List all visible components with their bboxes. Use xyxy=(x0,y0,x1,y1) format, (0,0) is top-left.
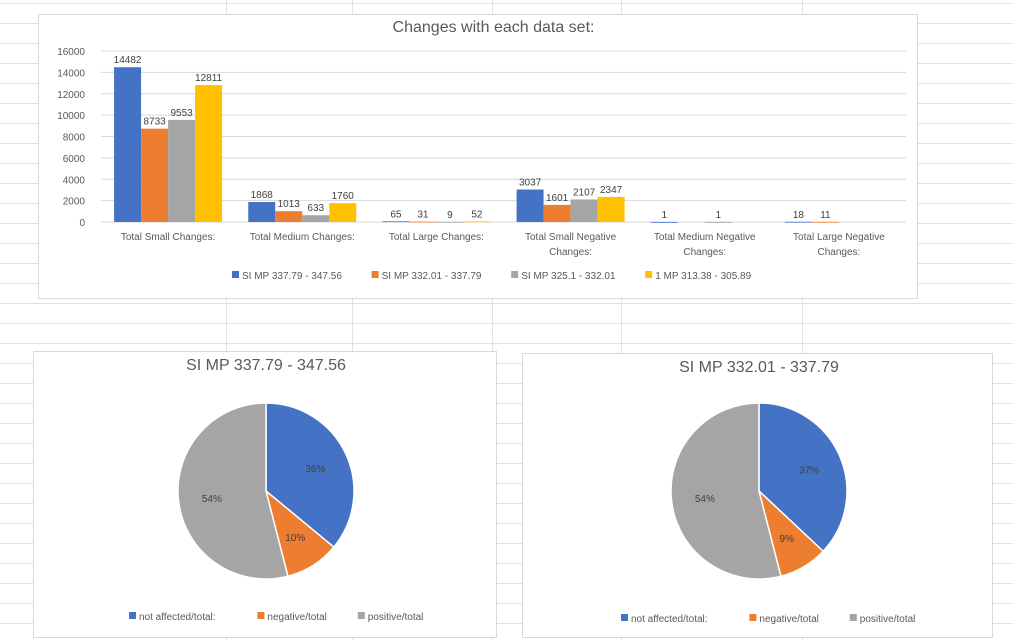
bar xyxy=(650,221,678,223)
pie-percent-label: 54% xyxy=(695,494,715,505)
legend-label: positive/total xyxy=(368,612,424,623)
bar-data-label: 9 xyxy=(447,210,453,221)
legend-swatch xyxy=(621,614,628,621)
pie-chart-title: SI MP 337.79 - 347.56 xyxy=(186,357,346,374)
bar-chart-container[interactable]: Changes with each data set: 0 2000 4000 6000… xyxy=(38,14,918,299)
pie-slice xyxy=(670,402,782,580)
bar xyxy=(784,221,812,223)
bar-data-label: 1868 xyxy=(251,190,274,201)
bar-data-label: 31 xyxy=(417,210,429,221)
legend-label: negative/total xyxy=(759,614,819,625)
bar xyxy=(516,189,544,222)
bar-data-label: 633 xyxy=(307,203,324,214)
pie-percent-label: 10% xyxy=(285,533,305,544)
legend-swatch xyxy=(645,271,653,278)
bar xyxy=(570,199,598,222)
bar-data-label: 65 xyxy=(390,209,402,220)
bar xyxy=(543,204,571,222)
legend-swatch xyxy=(357,612,365,619)
bar xyxy=(114,67,142,222)
bar xyxy=(141,128,169,222)
x-category-label: Changes: xyxy=(818,247,861,258)
bar xyxy=(195,85,223,223)
bar-data-label: 11 xyxy=(820,210,831,221)
x-category-label: Total Large Negative xyxy=(793,232,885,243)
legend-label: SI MP 337.79 - 347.56 xyxy=(242,271,342,282)
pie-slice xyxy=(758,402,848,553)
pie-percent-label: 54% xyxy=(202,494,222,505)
bar xyxy=(275,211,303,222)
pie-percent-label: 9% xyxy=(780,534,795,545)
bar xyxy=(168,119,196,222)
bar-data-label: 2107 xyxy=(573,187,596,198)
bar-data-label: 1760 xyxy=(332,191,355,202)
y-tick-label: 0 xyxy=(79,218,85,229)
legend-label: SI MP 325.1 - 332.01 xyxy=(521,271,616,282)
bar xyxy=(597,196,625,222)
bar xyxy=(409,221,437,223)
y-tick-label: 10000 xyxy=(57,111,85,122)
bar-chart: Changes with each data set: 0 2000 4000 6000… xyxy=(57,19,906,282)
pie-percent-label: 37% xyxy=(799,465,819,476)
legend-label: not affected/total: xyxy=(139,612,216,623)
bar-data-label: 14482 xyxy=(114,55,142,66)
x-category-label: Total Small Negative xyxy=(525,232,617,243)
x-category-label: Changes: xyxy=(549,247,592,258)
bar-data-label: 3037 xyxy=(519,178,542,189)
pie-chart-2: SI MP 332.01 - 337.79 37% 9% 54% not affecte… xyxy=(621,359,916,625)
bar-data-label: 1 xyxy=(661,210,667,221)
legend-label: SI MP 332.01 - 337.79 xyxy=(382,271,482,282)
bar-data-label: 8733 xyxy=(143,117,166,128)
x-category-label: Changes: xyxy=(683,247,726,258)
pie-slice xyxy=(265,402,355,549)
x-category-label: Total Medium Negative xyxy=(654,232,756,243)
x-category-label: Total Large Changes: xyxy=(389,232,484,243)
x-category-label: Total Small Changes: xyxy=(121,232,216,243)
y-tick-label: 12000 xyxy=(57,90,85,101)
bar-chart-title: Changes with each data set: xyxy=(393,19,595,36)
y-tick-label: 6000 xyxy=(63,154,86,165)
pie-chart-1-container[interactable]: SI MP 337.79 - 347.56 36% 10% 54% not affect… xyxy=(33,351,497,638)
legend-swatch xyxy=(849,614,857,621)
pie-chart-title: SI MP 332.01 - 337.79 xyxy=(679,359,839,376)
pie-chart-1: SI MP 337.79 - 347.56 36% 10% 54% not affect… xyxy=(129,357,424,623)
bar xyxy=(811,221,839,223)
bar-data-label: 18 xyxy=(793,210,805,221)
y-tick-label: 14000 xyxy=(57,68,85,79)
pie-chart-2-container[interactable]: SI MP 332.01 - 337.79 37% 9% 54% not affecte… xyxy=(522,353,993,638)
legend-swatch xyxy=(129,612,136,619)
legend-swatch xyxy=(232,271,239,278)
y-tick-label: 16000 xyxy=(57,47,85,58)
y-tick-label: 8000 xyxy=(63,133,86,144)
bar-data-label: 12811 xyxy=(195,73,223,84)
legend-swatch xyxy=(749,614,757,621)
bar-data-label: 1 xyxy=(715,210,721,221)
bar-data-label: 1013 xyxy=(278,199,301,210)
pie-slice xyxy=(177,402,289,580)
bar xyxy=(382,221,410,223)
legend-label: not affected/total: xyxy=(631,614,708,625)
pie-percent-label: 36% xyxy=(305,464,325,475)
legend-swatch xyxy=(257,612,265,619)
legend-label: positive/total xyxy=(860,614,916,625)
bar-data-label: 52 xyxy=(471,209,483,220)
bar xyxy=(463,221,491,223)
bar xyxy=(302,215,330,222)
bar-data-label: 9553 xyxy=(170,108,193,119)
bar xyxy=(329,203,357,222)
legend-label: negative/total xyxy=(267,612,327,623)
bar xyxy=(704,221,732,223)
legend-label: 1 MP 313.38 - 305.89 xyxy=(655,271,751,282)
y-tick-label: 2000 xyxy=(63,197,86,208)
legend-swatch xyxy=(371,271,379,278)
bar xyxy=(436,221,464,223)
bar-data-label: 2347 xyxy=(600,185,623,196)
legend-swatch xyxy=(511,271,519,278)
y-tick-label: 4000 xyxy=(63,175,86,186)
x-category-label: Total Medium Changes: xyxy=(250,232,355,243)
bar-data-label: 1601 xyxy=(546,193,569,204)
bar xyxy=(248,202,276,222)
